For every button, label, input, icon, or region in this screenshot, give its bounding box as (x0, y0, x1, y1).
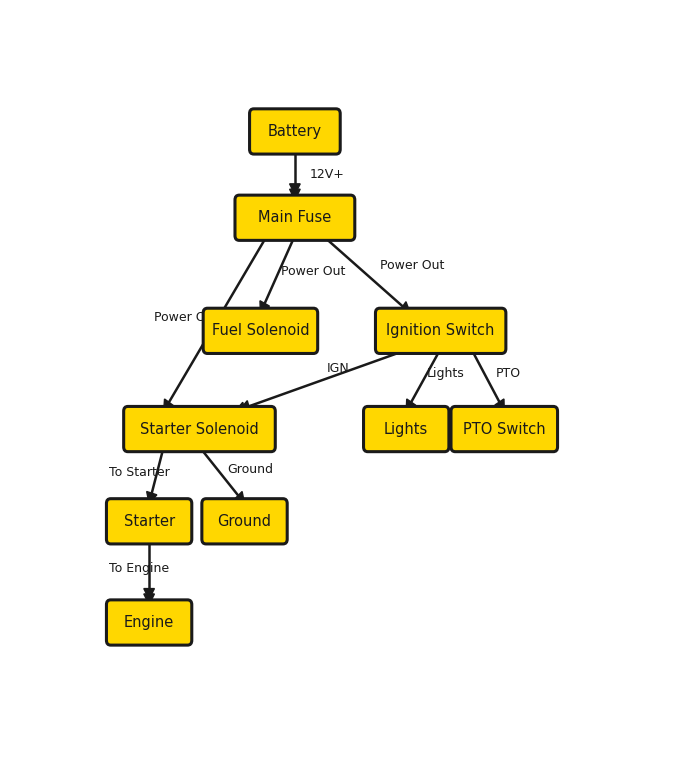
Text: Power Out: Power Out (380, 259, 444, 272)
FancyBboxPatch shape (107, 499, 192, 544)
Text: Engine: Engine (124, 615, 174, 630)
Text: PTO Switch: PTO Switch (463, 421, 546, 437)
Text: Main Fuse: Main Fuse (259, 210, 332, 225)
FancyBboxPatch shape (376, 308, 506, 353)
FancyBboxPatch shape (107, 600, 192, 645)
Polygon shape (399, 301, 410, 313)
FancyBboxPatch shape (451, 407, 557, 451)
Text: To Starter: To Starter (109, 465, 170, 478)
Text: Ignition Switch: Ignition Switch (386, 323, 495, 339)
Polygon shape (406, 399, 416, 411)
Polygon shape (144, 594, 155, 604)
Text: Lights: Lights (427, 367, 464, 380)
Polygon shape (240, 400, 250, 412)
Text: Power Out: Power Out (155, 311, 219, 324)
Polygon shape (289, 184, 300, 195)
Text: Fuel Solenoid: Fuel Solenoid (211, 323, 309, 339)
Text: To Engine: To Engine (109, 563, 170, 575)
Polygon shape (289, 189, 300, 200)
Polygon shape (163, 399, 173, 411)
Text: 12V+: 12V+ (310, 168, 345, 181)
FancyBboxPatch shape (363, 407, 449, 451)
Text: IGN: IGN (327, 362, 350, 375)
FancyBboxPatch shape (203, 308, 317, 353)
Polygon shape (144, 588, 155, 599)
Text: Battery: Battery (268, 124, 322, 139)
Text: Starter: Starter (124, 514, 174, 529)
Polygon shape (234, 492, 245, 503)
FancyBboxPatch shape (235, 195, 355, 240)
Polygon shape (235, 402, 246, 414)
FancyBboxPatch shape (250, 109, 340, 154)
Polygon shape (260, 301, 269, 313)
Polygon shape (146, 492, 157, 503)
Text: PTO: PTO (496, 367, 521, 380)
Text: Power Out: Power Out (281, 265, 345, 278)
Text: Starter Solenoid: Starter Solenoid (140, 421, 259, 437)
FancyBboxPatch shape (124, 407, 275, 451)
Polygon shape (495, 399, 504, 411)
FancyBboxPatch shape (202, 499, 287, 544)
Text: Ground: Ground (218, 514, 272, 529)
Text: Ground: Ground (227, 463, 274, 475)
Text: Lights: Lights (384, 421, 428, 437)
